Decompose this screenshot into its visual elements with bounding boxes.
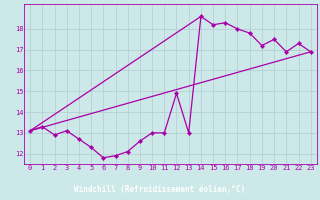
Text: Windchill (Refroidissement éolien,°C): Windchill (Refroidissement éolien,°C)	[75, 185, 245, 194]
